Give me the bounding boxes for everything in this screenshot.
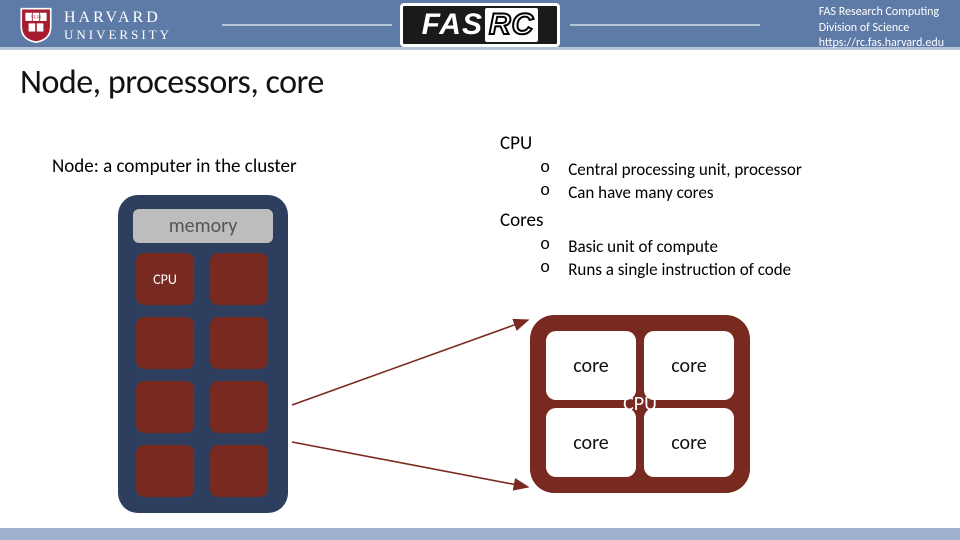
cpu-item-0-text: Central processing unit, processor <box>568 159 802 180</box>
cpu-chip-1 <box>210 253 268 305</box>
bullet-icon: o <box>540 159 550 180</box>
node-caption: Node: a computer in the cluster <box>52 155 297 178</box>
cpu-chip-6 <box>136 445 194 497</box>
header-bar: VE RI HARVARD UNIVERSITY FAS RC FAS Rese… <box>0 0 960 50</box>
header-right-line3: https://rc.fas.harvard.edu <box>819 36 944 52</box>
cpu-item-1: o Can have many cores <box>540 182 930 203</box>
node-diagram: memory CPU <box>118 195 288 513</box>
cores-item-1-text: Runs a single instruction of code <box>568 259 791 280</box>
cpu-chip-2 <box>136 317 194 369</box>
core-0: core <box>546 331 636 400</box>
fasrc-logo: FAS RC <box>400 3 560 47</box>
header-divider-left <box>222 24 392 26</box>
cores-heading: Cores <box>500 209 930 232</box>
header-right-text: FAS Research Computing Division of Scien… <box>819 5 944 52</box>
core-2: core <box>546 408 636 477</box>
right-text-block: CPU oCentral processing unit, processor … <box>500 132 930 282</box>
cores-item-1: o Runs a single instruction of code <box>540 259 930 280</box>
cpu-heading: CPU <box>500 132 930 155</box>
harvard-text: HARVARD UNIVERSITY <box>64 10 172 41</box>
header-divider-right <box>570 24 760 26</box>
memory-box: memory <box>133 209 273 243</box>
cpu-item-1-text: Can have many cores <box>568 182 713 203</box>
core-1: core <box>644 331 734 400</box>
bullet-icon: o <box>540 182 550 203</box>
cpu-chip-4 <box>136 381 194 433</box>
core-3: core <box>644 408 734 477</box>
harvard-logo-block: VE RI HARVARD UNIVERSITY <box>18 7 172 43</box>
cores-item-0-text: Basic unit of compute <box>568 236 718 257</box>
fasrc-fas-text: FAS <box>422 8 483 42</box>
cpu-chip-3 <box>210 317 268 369</box>
cpu-chip-7 <box>210 445 268 497</box>
header-right-line2: Division of Science <box>819 21 944 37</box>
fasrc-rc-text: RC <box>485 8 538 42</box>
cpu-grid: CPU <box>132 253 274 497</box>
cores-item-0: o Basic unit of compute <box>540 236 930 257</box>
bullet-icon: o <box>540 259 550 280</box>
harvard-line2: UNIVERSITY <box>64 28 172 41</box>
harvard-line1: HARVARD <box>64 10 172 26</box>
cpu-chip-5 <box>210 381 268 433</box>
svg-text:VE RI: VE RI <box>31 14 42 19</box>
cpu-chip-0: CPU <box>136 253 194 305</box>
cpu-detail-diagram: core core core core CPU <box>530 315 750 493</box>
bullet-icon: o <box>540 236 550 257</box>
harvard-shield-icon: VE RI <box>18 7 54 43</box>
slide-title: Node, processors, core <box>20 62 324 103</box>
footer-bar <box>0 528 960 540</box>
header-right-line1: FAS Research Computing <box>819 5 944 21</box>
cpu-item-0: o Central processing unit, processor <box>540 159 930 180</box>
